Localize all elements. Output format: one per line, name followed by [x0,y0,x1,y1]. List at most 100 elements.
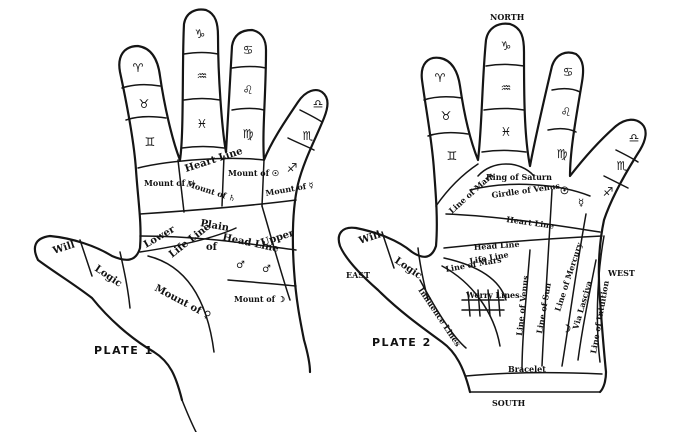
plate-2-heart-line-label: Heart Line [506,214,555,231]
plate-1-sign-middle-low: ♓ [197,117,208,131]
plate-2-line-of-sun-label: Line of Sun [534,282,553,334]
plate-2-north: NORTH [490,12,525,22]
plate-1-will-label: Will [51,239,77,257]
plate-1-mount-jupiter: Mount of ♃ [144,178,195,188]
plate-1-ring-crease-2 [231,107,265,111]
plate-2-head-line-label: Head Line [473,239,519,252]
plate-1-sign-ring-low: ♍ [243,127,254,141]
plate-2-will-label: Will [357,229,383,247]
plate-2-worry-grid [461,289,505,317]
plate-2-sign-little-top: ♎ [629,131,640,145]
plate-2-worry-lines-label: Worry Lines [465,290,520,300]
plate-2-south: SOUTH [492,398,526,408]
plate-2-east: EAST [346,270,370,280]
plate-2-sign-middle-top: ♑ [501,39,512,53]
plate-1-mount-divider-3 [261,159,265,207]
plate-1-mars-symbol-upper: ♂ [262,264,271,275]
plate-1-index-crease-1 [121,83,161,89]
plate-2-middle-crease-1 [485,63,525,67]
plate-1-upper-divider [261,205,291,301]
plate-2-girdle-of-venus [469,183,591,197]
plate-2-sign-index-mid: ♉ [441,109,452,123]
plate-1-heart-line [139,199,297,215]
plate-1-sign-little-low: ♐ [287,161,298,175]
plate-1-middle-crease-2 [183,97,221,101]
plate-2-thumb-crease-2 [417,247,429,301]
plate-1-mount-divider-1 [177,159,185,213]
plate-2-sign-middle-low: ♓ [501,125,512,139]
plate-2-line-of-mars-upper [435,163,479,207]
plate-1-life-line [147,255,215,353]
plate-1-moon-divider [227,279,297,287]
plate-1-mars-symbol: ♂ [236,260,245,271]
plate-1-sign-index-mid: ♉ [139,97,150,111]
plate-1-mount-divider-2 [221,155,225,207]
plate-1-ring-crease-1 [231,65,267,69]
plate-1-caption: PLATE 1 [94,344,154,357]
plate-1-thumb-crease-2 [119,251,131,309]
plate-1-little-crease-2 [287,137,315,151]
plate-2-middle-crease-2 [483,107,525,111]
plate-1-mounts-base-line [137,157,265,169]
plate-1-sign-ring-mid: ♌ [243,83,254,97]
plate-1-middle-crease-3 [181,145,225,149]
plate-2-hand-outline [337,22,647,394]
plate-1-thumb-crease-1 [79,239,93,277]
plate-2-mercury-symbol: ☿ [578,198,584,209]
plate-2-sun-symbol: ☉ [560,186,569,197]
plate-1-mount-venus: Mount of ♀ [153,283,213,322]
plate-1-of-label: of [206,242,218,253]
plate-2-sign-ring-top: ♋ [563,65,574,79]
plate-1-mount-saturn: Mount of ♄ [185,178,237,203]
plate-1-index-crease-2 [125,115,167,121]
plate-2-index-crease-2 [427,131,469,137]
plate-1-sign-little-mid: ♏ [303,129,314,143]
plate-1-logic-label: Logic [92,263,124,289]
plate-2-life-line [443,257,507,301]
plate-2-sign-middle-mid: ♒ [501,81,512,95]
plate-1-mount-moon: Mount of ☽ [234,294,285,304]
plate-2-sign-little-low: ♐ [603,185,614,199]
plate-2-line-of-sun [541,189,553,367]
plate-2-sign-ring-low: ♍ [557,147,568,161]
plate-2-line-of-venus [521,249,531,371]
plate-2-index-crease-1 [423,95,463,101]
plate-2-bracelet-label: Bracelet [508,364,546,374]
plate-2-wrist-top [465,371,603,377]
plate-2-via-lasciva [577,259,597,361]
plate-1-mount-sun: Mount of ☉ [228,168,279,178]
plate-1-sign-middle-mid: ♒ [197,69,208,83]
plate-1-life-line-label: Life Line [167,221,213,260]
plate-1-little-crease-1 [299,109,323,123]
plate-2-sign-index-top: ♈ [435,71,446,85]
plate-1-wrist-line [181,399,197,432]
plate-1-plain-label: Plain [199,218,230,234]
plate-2-moon-symbol: ☽ [562,324,571,335]
plate-2-caption: PLATE 2 [372,336,432,349]
plate-2-line-of-venus-label: Line of Venus [514,274,530,336]
plate-1-sign-ring-top: ♋ [243,43,254,57]
plate-2-thumb-crease-1 [381,231,395,269]
plate-2-ring-of-saturn-label: Ring of Saturn [486,172,552,182]
plate-2-head-line [443,235,603,249]
plate-2-girdle-of-venus-label: Girdle of Venus [491,180,561,200]
plate-2-little-crease-1 [615,149,639,163]
plate-2-ring-crease-1 [551,87,581,93]
plate-2-ring-of-saturn [477,163,535,177]
plate-1-mount-mercury: Mount of ☿ [265,180,315,198]
plate-1-sign-middle-top: ♑ [195,27,206,41]
plate-1-sign-index-top: ♈ [133,61,144,75]
plate-1-lower-divider [139,227,237,253]
plate-2-line-of-mercury [561,213,587,367]
plate-2: ♈ ♉ ♊ ♑ ♒ ♓ ♋ ♌ ♍ ♎ ♏ ♐ NORTH SOUTH EAST… [337,12,647,408]
plate-1-sign-little-top: ♎ [313,97,324,111]
plate-2-west: WEST [607,268,635,278]
plate-2-ring-crease-2 [547,127,577,133]
plate-2-sign-index-low: ♊ [447,149,458,163]
plate-2-line-of-mars-label: Line of Mars [447,170,496,216]
plate-1-sign-index-low: ♊ [145,135,156,149]
plate-1-head-line [139,235,297,251]
plate-2-little-crease-2 [603,175,629,189]
plate-1: ♈ ♉ ♊ ♑ ♒ ♓ ♋ ♌ ♍ ♎ ♏ ♐ Mount of ♃ Mount… [33,8,329,432]
